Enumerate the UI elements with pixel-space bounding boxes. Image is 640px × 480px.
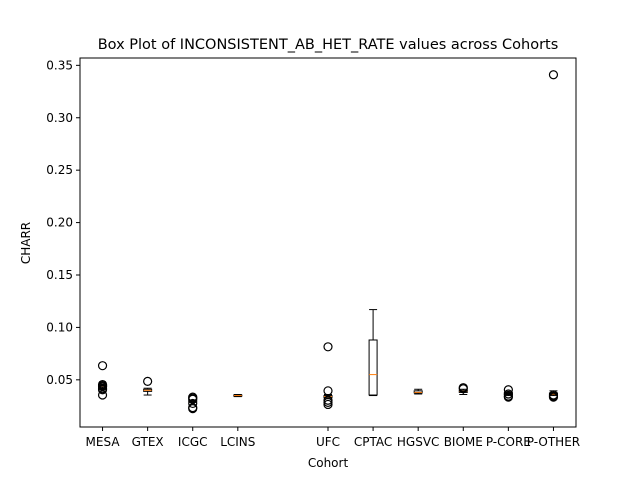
x-tick-label: P-OTHER [527,435,580,449]
x-tick-label: UFC [316,435,340,449]
y-tick-label: 0.05 [46,373,73,387]
outlier-point [97,385,108,395]
y-tick-label: 0.25 [46,163,73,177]
box-iqr [413,390,423,394]
outlier-point [503,385,513,395]
x-tick-label: HGSVC [397,435,440,449]
box-mesa [97,361,108,400]
x-axis-label: Cohort [308,456,349,470]
x-tick-label: LCINS [220,435,255,449]
box-lcins [233,394,243,398]
box-hgsvc [413,388,423,395]
outlier-point [323,399,333,410]
box-gtex [143,376,153,396]
y-tick-label: 0.35 [46,58,73,72]
x-tick-label: MESA [86,435,121,449]
outlier-point [458,384,468,394]
outlier-point [143,376,153,386]
chart-title: Box Plot of INCONSISTENT_AB_HET_RATE val… [98,37,559,53]
x-tick-label: BIOME [444,435,483,449]
box-iqr [368,339,378,396]
outlier-point [97,361,108,371]
box-biome [458,383,468,396]
y-axis-label: CHARR [19,222,33,264]
box-icgc [188,392,198,414]
outlier-point [323,342,333,352]
outlier-point [188,404,198,414]
y-tick-label: 0.30 [46,111,73,125]
x-axis: MESA GTEX ICGC LCINS UFC CPTAC HGSVC BIOME P-COR… [86,427,580,449]
outlier-point [503,392,513,402]
y-tick-label: 0.10 [46,320,73,334]
y-axis: 0.05 0.10 0.15 0.20 0.25 0.30 0.35 [46,58,80,387]
y-tick-label: 0.15 [46,268,73,282]
x-tick-label: GTEX [132,435,164,449]
outlier-point [188,398,198,409]
box-p-other [548,70,559,402]
x-tick-label: P-CORE [486,435,531,449]
outlier-point [548,70,559,80]
outlier-point [548,392,559,402]
box-cptac [368,309,378,397]
x-tick-label: ICGC [178,435,208,449]
box-ufc [323,342,333,410]
box-p-core [503,385,513,402]
plot-area [97,70,559,414]
outlier-point [323,386,333,396]
x-tick-label: CPTAC [354,435,392,449]
plot-frame [79,57,577,428]
outlier-point [97,390,108,400]
y-tick-label: 0.20 [46,216,73,230]
